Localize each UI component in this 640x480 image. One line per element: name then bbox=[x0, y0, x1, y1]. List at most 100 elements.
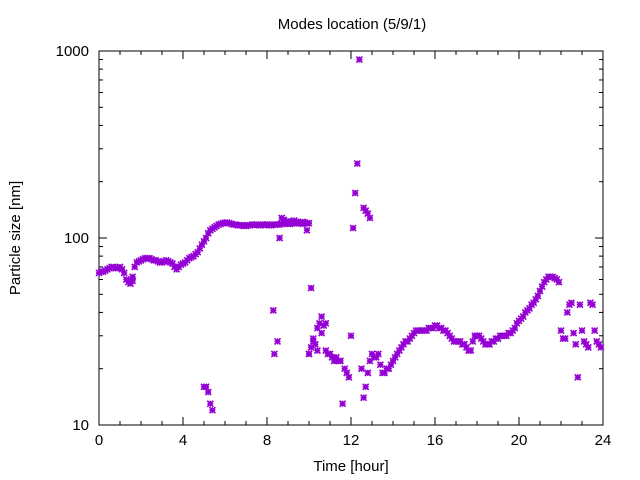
data-point bbox=[301, 218, 309, 227]
x-tick-label: 4 bbox=[179, 432, 187, 449]
data-point bbox=[597, 343, 605, 351]
x-tick-label: 0 bbox=[95, 432, 103, 449]
data-point bbox=[273, 337, 282, 345]
data-point bbox=[307, 343, 315, 351]
data-point bbox=[276, 234, 284, 242]
data-point bbox=[270, 350, 278, 358]
data-point bbox=[393, 350, 401, 358]
data-point bbox=[326, 350, 334, 358]
data-point bbox=[364, 369, 372, 377]
data-point bbox=[343, 369, 351, 377]
data-point bbox=[570, 329, 578, 337]
chart-title: Modes location (5/9/1) bbox=[278, 16, 426, 33]
data-point bbox=[336, 357, 345, 365]
data-point bbox=[131, 263, 139, 271]
data-point bbox=[200, 237, 208, 245]
data-point bbox=[303, 226, 311, 234]
data-point bbox=[372, 353, 380, 361]
data-point bbox=[353, 160, 361, 168]
x-tick-label: 8 bbox=[263, 432, 271, 449]
data-point bbox=[345, 373, 353, 381]
data-point bbox=[339, 400, 347, 408]
y-axis-title: Particle size [nm] bbox=[7, 181, 24, 295]
data-point bbox=[322, 347, 330, 355]
data-point bbox=[362, 383, 370, 391]
x-axis-title: Time [hour] bbox=[313, 458, 388, 475]
x-tick-label: 20 bbox=[511, 432, 528, 449]
data-point bbox=[467, 347, 475, 355]
data-point bbox=[563, 308, 571, 316]
data-point bbox=[469, 337, 477, 345]
data-point bbox=[555, 278, 563, 286]
data-point bbox=[525, 304, 534, 313]
data-point bbox=[341, 365, 349, 373]
data-point bbox=[385, 365, 393, 373]
data-point bbox=[196, 244, 204, 252]
data-point bbox=[204, 388, 212, 396]
data-point bbox=[318, 329, 326, 337]
data-points bbox=[95, 55, 605, 414]
data-point bbox=[366, 214, 374, 222]
data-point bbox=[591, 326, 599, 335]
data-point bbox=[332, 353, 340, 361]
data-point bbox=[530, 299, 538, 307]
data-point bbox=[567, 299, 576, 307]
data-point bbox=[366, 357, 374, 365]
data-point bbox=[202, 234, 210, 242]
data-point bbox=[120, 269, 128, 277]
data-point bbox=[320, 322, 328, 330]
data-point bbox=[315, 319, 324, 327]
data-point bbox=[355, 55, 363, 64]
data-point bbox=[511, 324, 519, 332]
data-point bbox=[557, 326, 565, 335]
data-point bbox=[588, 301, 597, 309]
data-point bbox=[360, 394, 368, 402]
data-point bbox=[194, 248, 202, 256]
data-point bbox=[129, 273, 137, 281]
y-tick-label: 1000 bbox=[56, 43, 89, 60]
data-point bbox=[307, 284, 315, 292]
data-point bbox=[538, 282, 546, 291]
data-point bbox=[318, 313, 326, 321]
data-point bbox=[129, 277, 137, 285]
data-point bbox=[387, 361, 395, 369]
data-point bbox=[330, 357, 338, 365]
data-point bbox=[389, 357, 397, 365]
x-tick-label: 24 bbox=[595, 432, 612, 449]
data-point bbox=[376, 361, 384, 369]
data-point bbox=[572, 340, 580, 348]
data-point bbox=[374, 350, 382, 358]
data-point bbox=[349, 224, 357, 232]
data-point bbox=[519, 313, 527, 321]
data-point bbox=[305, 350, 313, 358]
x-tick-label: 12 bbox=[343, 432, 360, 449]
data-point bbox=[347, 332, 355, 340]
data-point bbox=[202, 383, 210, 391]
data-point bbox=[364, 210, 372, 218]
y-tick-label: 100 bbox=[64, 230, 89, 247]
data-point bbox=[532, 295, 540, 303]
data-point bbox=[305, 219, 313, 227]
data-point bbox=[309, 334, 317, 343]
data-point bbox=[584, 343, 592, 351]
data-point bbox=[206, 400, 214, 408]
data-point bbox=[536, 287, 544, 295]
y-axis: 10 100 1000 bbox=[56, 43, 603, 434]
data-point bbox=[578, 326, 586, 335]
data-point bbox=[208, 406, 216, 414]
data-point bbox=[357, 365, 366, 373]
plot-frame bbox=[98, 50, 604, 426]
data-point bbox=[391, 353, 399, 361]
data-point bbox=[381, 369, 389, 377]
data-point bbox=[561, 334, 569, 343]
data-point bbox=[118, 265, 126, 273]
x-tick-label: 16 bbox=[427, 432, 444, 449]
y-tick-label: 10 bbox=[72, 417, 89, 434]
data-point bbox=[534, 292, 542, 300]
data-point bbox=[576, 301, 584, 309]
data-point bbox=[311, 340, 319, 348]
data-point bbox=[313, 347, 321, 355]
data-point bbox=[168, 259, 177, 268]
data-point bbox=[328, 353, 336, 361]
